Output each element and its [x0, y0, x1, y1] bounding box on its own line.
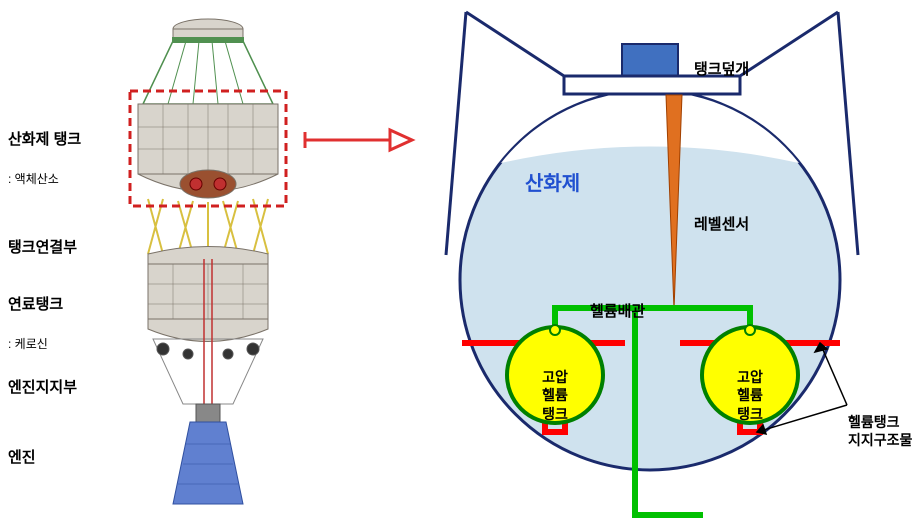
label-engine-support-title: 엔진지지부	[8, 379, 77, 396]
label-oxidizer-tank: 산화제 탱크 : 액체산소	[8, 110, 81, 188]
label-tank-connector: 탱크연결부	[8, 218, 77, 257]
label-oxidizer-text: 산화제	[525, 173, 580, 195]
label-level-sensor-text: 레벨센서	[694, 216, 749, 233]
label-oxidizer-tank-title: 산화제 탱크	[8, 131, 81, 148]
label-helium-support-text: 헬륨탱크 지지구조물	[848, 414, 912, 448]
label-oxidizer-tank-sub: : 액체산소	[8, 172, 59, 186]
label-fuel-tank-title: 연료탱크	[8, 296, 63, 313]
label-engine: 엔진	[8, 428, 36, 467]
label-tank-connector-title: 탱크연결부	[8, 239, 77, 256]
label-helium-pipe-text: 헬륨배관	[590, 303, 645, 320]
label-engine-title: 엔진	[8, 449, 36, 466]
callout-arrow	[300, 120, 420, 160]
label-fuel-tank-sub: : 케로신	[8, 337, 48, 351]
label-helium-tank-left: 고압 헬륨 탱크	[540, 350, 570, 423]
label-oxidizer: 산화제	[525, 145, 580, 197]
label-helium-support: 헬륨탱크 지지구조물	[848, 395, 912, 450]
label-helium-pipe: 헬륨배관	[590, 282, 645, 321]
label-fuel-tank: 연료탱크 : 케로신	[8, 275, 63, 353]
label-helium-tank-right-text: 고압 헬륨 탱크	[737, 369, 763, 421]
label-helium-tank-left-text: 고압 헬륨 탱크	[542, 369, 568, 421]
label-level-sensor: 레벨센서	[694, 195, 749, 234]
label-engine-support: 엔진지지부	[8, 358, 77, 397]
label-tank-cover: 탱크덮개	[694, 40, 749, 79]
oxidizer-tank-diagram	[430, 0, 917, 524]
label-tank-cover-text: 탱크덮개	[694, 61, 749, 78]
rocket-illustration	[108, 9, 308, 514]
label-helium-tank-right: 고압 헬륨 탱크	[735, 350, 765, 423]
